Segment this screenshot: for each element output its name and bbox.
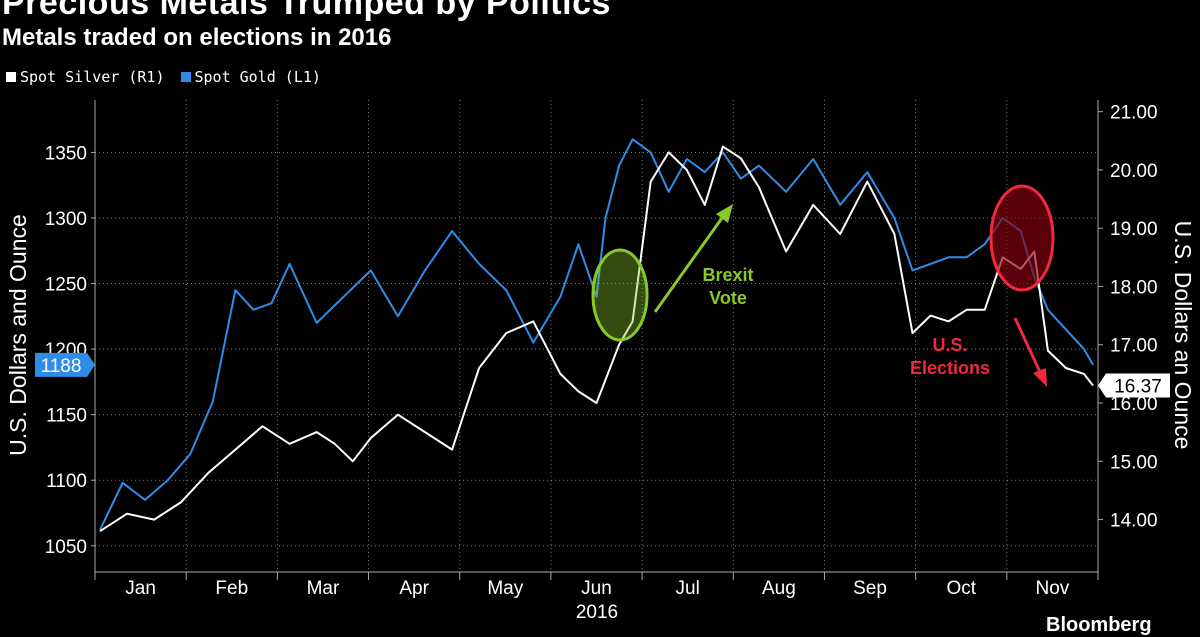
y-tick-right-0: 14.00 — [1110, 511, 1158, 532]
chart-subtitle: Metals traded on elections in 2016 — [2, 24, 392, 51]
x-tick-jul: Jul — [676, 578, 700, 599]
y-axis-label-right: U.S. Dollars an Ounce — [1170, 221, 1196, 450]
brexit-label-line1: Brexit — [702, 265, 753, 285]
series-line-gold — [99, 138, 1094, 531]
elections-highlight-ellipse — [989, 184, 1055, 292]
x-axis-label: 2016 — [576, 602, 618, 623]
gold-last-value-tag — [35, 352, 95, 377]
x-tick-oct: Oct — [946, 578, 976, 599]
y-tick-right-2: 16.00 — [1110, 394, 1158, 415]
brexit-arrow-shaft — [653, 217, 724, 313]
silver-last-value-tag — [1098, 373, 1170, 398]
y-tick-left-0: 1050 — [45, 537, 87, 558]
x-tick-jan: Jan — [125, 578, 156, 599]
elections-arrow-head — [1033, 368, 1047, 387]
y-tick-right-4: 18.00 — [1110, 277, 1158, 298]
legend-label-gold: Spot Gold (L1) — [194, 68, 321, 86]
elections-label-line1: U.S. — [932, 335, 967, 355]
legend-item-gold: Spot Gold (L1) — [180, 68, 321, 86]
y-tick-left-4: 1250 — [45, 275, 87, 296]
brexit-label-line2: Vote — [709, 288, 747, 308]
legend-label-silver: Spot Silver (R1) — [20, 68, 165, 86]
y-tick-right-1: 15.00 — [1110, 452, 1158, 473]
legend-swatch-gold — [180, 72, 191, 82]
y-tick-right-3: 17.00 — [1110, 336, 1158, 357]
series-line-silver — [99, 145, 1094, 533]
y-tick-left-2: 1150 — [46, 406, 87, 427]
x-tick-sep: Sep — [853, 578, 887, 599]
legend-swatch-silver — [6, 72, 16, 82]
chart-title: Precious Metals Trumped by Politics — [2, 0, 611, 22]
legend-item-silver: Spot Silver (R1) — [6, 68, 165, 86]
x-tick-nov: Nov — [1036, 578, 1070, 599]
x-tick-apr: Apr — [399, 578, 429, 599]
silver-last-value-label: 16.37 — [1114, 377, 1162, 398]
axes: 105011001150120012501300135014.0015.0016… — [35, 100, 1170, 599]
source-logo: Bloomberg — [1046, 614, 1152, 636]
y-tick-right-6: 20.00 — [1110, 161, 1158, 182]
y-tick-left-1: 1100 — [46, 471, 87, 492]
y-tick-left-5: 1300 — [45, 209, 87, 230]
brexit-arrow-head — [716, 204, 733, 223]
y-tick-right-5: 19.00 — [1110, 219, 1158, 240]
annotation-layer: Brexit Vote U.S. Elections — [591, 184, 1055, 387]
x-tick-feb: Feb — [215, 578, 248, 599]
elections-arrow-shaft — [1013, 317, 1042, 373]
y-tick-left-6: 1350 — [45, 143, 87, 164]
y-axis-label-left: U.S. Dollars and Ounce — [5, 214, 31, 456]
brexit-highlight-ellipse — [591, 248, 649, 342]
gold-last-value-label: 1188 — [41, 356, 82, 377]
x-tick-mar: Mar — [307, 578, 340, 599]
series-layer — [99, 138, 1094, 533]
elections-label-line2: Elections — [910, 358, 990, 378]
x-tick-may: May — [487, 578, 523, 599]
x-tick-aug: Aug — [762, 578, 796, 599]
y-tick-right-7: 21.00 — [1110, 103, 1158, 124]
x-tick-jun: Jun — [581, 578, 612, 599]
legend: Spot Silver (R1) Spot Gold (L1) — [6, 68, 321, 86]
